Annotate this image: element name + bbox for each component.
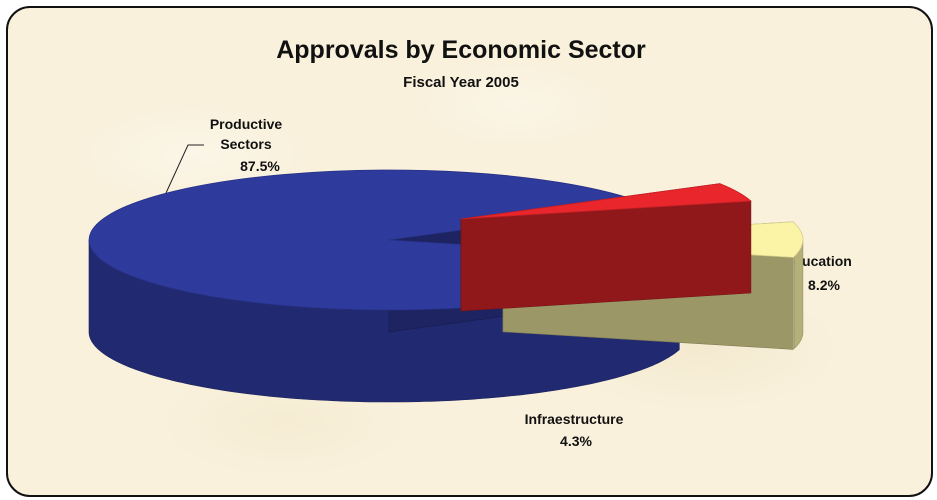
slice-label-infraestructure-name: Infraestructure <box>525 411 624 427</box>
pie-slices <box>88 169 804 403</box>
pie-chart: Approvals by Economic Sector Fiscal Year… <box>88 36 852 449</box>
pie-slice-infraestructure <box>460 183 752 312</box>
leader-line-productive <box>165 144 204 194</box>
slice-label-infraestructure-value: 4.3% <box>560 433 592 449</box>
chart-subtitle: Fiscal Year 2005 <box>403 74 519 91</box>
slice-label-productive-name-1: Productive <box>210 116 283 132</box>
chart-frame: Approvals by Economic Sector Fiscal Year… <box>6 6 933 497</box>
slice-label-productive-name-2: Sectors <box>220 136 272 152</box>
slice-label-productive-value: 87.5% <box>240 158 280 174</box>
slice-label-education-value: 8.2% <box>808 277 840 293</box>
chart-title: Approvals by Economic Sector <box>276 36 646 64</box>
